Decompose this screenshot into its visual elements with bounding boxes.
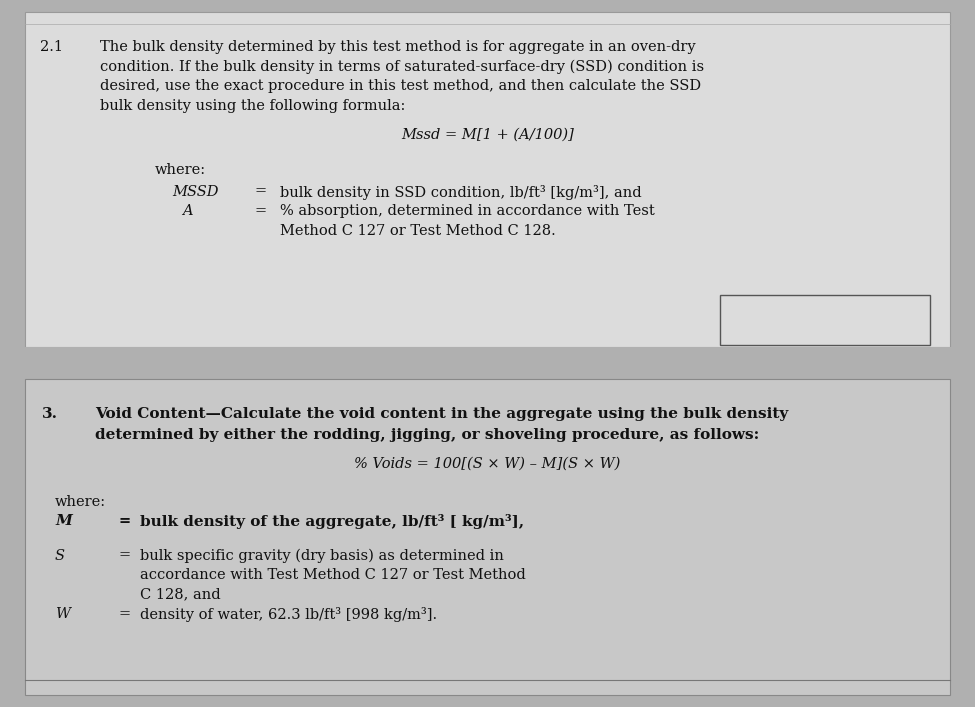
- Text: The bulk density determined by this test method is for aggregate in an oven-dry: The bulk density determined by this test…: [100, 40, 695, 54]
- Text: Void Content—Calculate the void content in the aggregate using the bulk density: Void Content—Calculate the void content …: [95, 407, 788, 421]
- FancyBboxPatch shape: [25, 379, 950, 695]
- Text: =: =: [255, 204, 267, 218]
- Text: bulk density of the aggregate, lb/ft³ [ kg/m³],: bulk density of the aggregate, lb/ft³ [ …: [140, 514, 525, 529]
- Text: Method C 127 or Test Method C 128.: Method C 127 or Test Method C 128.: [280, 223, 556, 238]
- Text: =: =: [118, 607, 130, 621]
- Text: W: W: [55, 607, 70, 621]
- Text: =: =: [118, 514, 130, 528]
- Text: bulk specific gravity (dry basis) as determined in: bulk specific gravity (dry basis) as det…: [140, 549, 504, 563]
- FancyBboxPatch shape: [25, 12, 950, 347]
- Text: density of water, 62.3 lb/ft³ [998 kg/m³].: density of water, 62.3 lb/ft³ [998 kg/m³…: [140, 607, 437, 622]
- Text: % Voids = 100[(S × W) – M](S × W): % Voids = 100[(S × W) – M](S × W): [354, 457, 621, 470]
- Text: where:: where:: [55, 494, 106, 508]
- Text: MSSD: MSSD: [172, 185, 218, 199]
- Text: where:: where:: [155, 163, 206, 177]
- FancyBboxPatch shape: [0, 347, 975, 377]
- Text: desired, use the exact procedure in this test method, and then calculate the SSD: desired, use the exact procedure in this…: [100, 79, 701, 93]
- Text: A: A: [182, 204, 193, 218]
- Text: 3.: 3.: [42, 407, 58, 421]
- Text: =: =: [118, 549, 130, 563]
- Text: accordance with Test Method C 127 or Test Method: accordance with Test Method C 127 or Tes…: [140, 568, 526, 582]
- Text: =: =: [255, 185, 267, 199]
- Text: determined by either the rodding, jigging, or shoveling procedure, as follows:: determined by either the rodding, jiggin…: [95, 428, 760, 443]
- Text: M: M: [55, 514, 72, 528]
- Text: bulk density using the following formula:: bulk density using the following formula…: [100, 98, 406, 112]
- Text: bulk density in SSD condition, lb/ft³ [kg/m³], and: bulk density in SSD condition, lb/ft³ [k…: [280, 185, 642, 199]
- Text: S: S: [55, 549, 65, 563]
- Text: % absorption, determined in accordance with Test: % absorption, determined in accordance w…: [280, 204, 655, 218]
- Text: Mssd = M[1 + (A/100)]: Mssd = M[1 + (A/100)]: [401, 128, 574, 142]
- Text: condition. If the bulk density in terms of saturated-surface-dry (SSD) condition: condition. If the bulk density in terms …: [100, 59, 704, 74]
- Text: C 128, and: C 128, and: [140, 588, 220, 602]
- Text: 2.1: 2.1: [40, 40, 63, 54]
- FancyBboxPatch shape: [720, 295, 930, 345]
